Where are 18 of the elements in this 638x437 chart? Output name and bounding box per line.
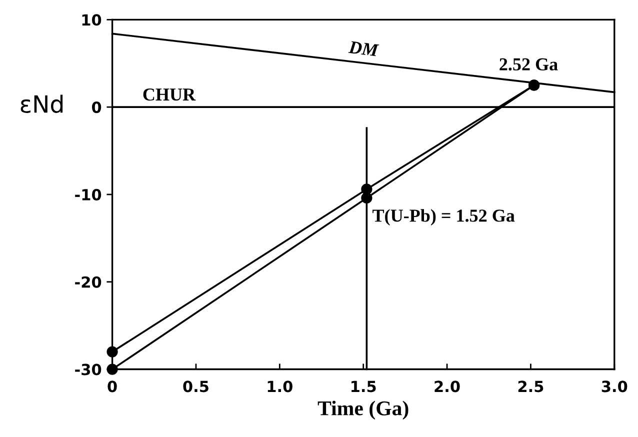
y-tick-label: -10 [75, 188, 102, 200]
y-tick-label: 10 [82, 14, 102, 26]
text: DM [348, 41, 380, 56]
annotation: T(U-Pb) = 1.52 Ga [372, 209, 515, 226]
x-tick-label: 3.0 [602, 380, 628, 392]
y-tick-label: -20 [75, 276, 102, 288]
x-tick-label: 2.5 [518, 380, 544, 392]
y-tick-label: 0 [92, 102, 102, 114]
y-tick-label: -30 [75, 364, 102, 376]
annotation: 2.52 Ga [500, 58, 558, 71]
ref-line-label: CHUR [143, 88, 196, 101]
x-tick-label: 1.0 [268, 380, 292, 392]
x-axis-title: Time (Ga) [318, 400, 408, 420]
x-tick-label: 1.5 [352, 380, 376, 392]
x-tick-label: 0.5 [183, 380, 208, 392]
y-axis-title: εNd [20, 94, 63, 113]
x-tick-label: 0 [108, 380, 117, 392]
x-tick-label: 2.0 [434, 380, 460, 392]
